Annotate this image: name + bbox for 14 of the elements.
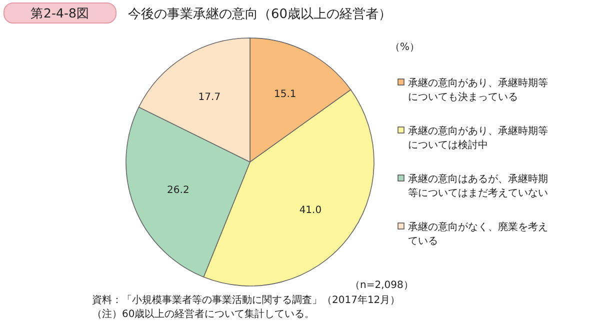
data-label: 26.2 bbox=[167, 184, 190, 196]
text: （n=2,098） bbox=[350, 280, 414, 291]
legend-label: 承継の意向はあるが、承継時期等についてはまだ考えていない bbox=[408, 173, 548, 199]
legend-label: 承継の意向があり、承継時期等についても決まっている bbox=[408, 77, 548, 103]
text: （%） bbox=[390, 42, 420, 53]
data-label: 15.1 bbox=[274, 89, 296, 100]
text: （注）60歳以上の経営者について集計している。 bbox=[92, 308, 315, 320]
legend-label: 承継の意向があり、承継時期等については検討中 bbox=[408, 125, 548, 151]
text: 資料：「小規模事業者等の事業活動に関する調査」（2017年12月） bbox=[92, 294, 400, 306]
data-label: 17.7 bbox=[198, 92, 221, 104]
data-label: 41.0 bbox=[299, 205, 322, 216]
legend-label: 承継の意向がなく、廃業を考えている bbox=[408, 221, 548, 247]
chart-title: 今後の事業承継の意向（60歳以上の経営者） bbox=[128, 7, 392, 22]
chart-subtitle: 第2-4-8図 bbox=[30, 6, 90, 20]
